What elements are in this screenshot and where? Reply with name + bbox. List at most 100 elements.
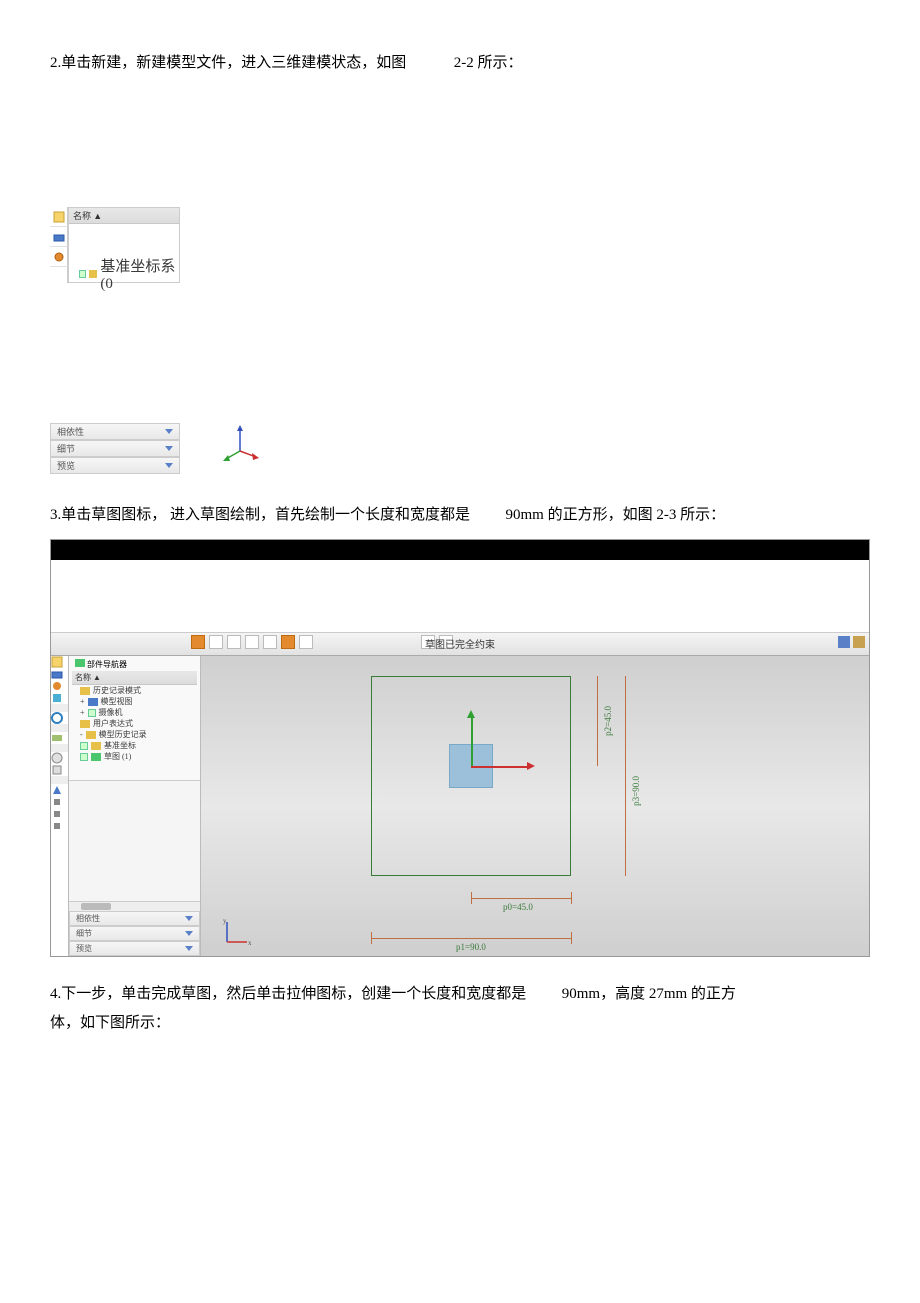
dim-p0-line [471, 898, 571, 899]
toolbar-icon-6[interactable] [281, 635, 295, 649]
cad-left-panel: 部件导航器 名称 ▲ 历史记录模式 + 模型视图 + 摄像机 用户表达式 - 模… [69, 656, 201, 956]
chevron-down-icon [185, 916, 193, 921]
cad-collapser-1[interactable]: 细节 [69, 926, 200, 941]
nav-icon [75, 659, 85, 667]
cadcol-icon-6[interactable] [51, 732, 68, 744]
panel2-row-0[interactable]: 相依性 [50, 423, 180, 440]
dim-p0-tick-l [471, 892, 472, 904]
cad-tree-header-label: 名称 ▲ [75, 672, 101, 683]
panel2: 相依性 细节 预览 [50, 423, 180, 474]
cad-tree-header[interactable]: 名称 ▲ [72, 671, 197, 685]
svg-text:y: y [223, 917, 227, 925]
cad-iconcol [51, 656, 69, 956]
panel1-item1-label: 基准坐标系 (0 [100, 255, 177, 293]
checkbox-icon [88, 709, 96, 717]
cad-left-hscroll-thumb[interactable] [81, 903, 111, 910]
coordsys-icon [91, 742, 101, 750]
panel1-iconstrip [50, 207, 68, 283]
cad-tree-user-expr[interactable]: 用户表达式 [72, 718, 197, 729]
view-icon [88, 698, 98, 706]
panel1-tree-header[interactable]: 名称 ▲ [69, 208, 179, 224]
toolbar-icon-5[interactable] [263, 635, 277, 649]
cad-left-hscroll[interactable] [69, 901, 200, 911]
cadcol-icon-9[interactable] [51, 784, 68, 796]
panel2-row-1[interactable]: 细节 [50, 440, 180, 457]
cad-screenshot: 草图已完全约束 [50, 539, 870, 957]
toolbar-icon-7[interactable] [299, 635, 313, 649]
cad-tree-coord-sys[interactable]: 基准坐标 [72, 740, 197, 751]
toolbar-icon-3[interactable] [227, 635, 241, 649]
chevron-down-icon [165, 446, 173, 451]
origin-y-axis [471, 716, 473, 766]
panel2-row-1-label: 细节 [57, 442, 75, 455]
dim-p3-text: p3=90.0 [631, 776, 641, 806]
toolbar-icon-4[interactable] [245, 635, 259, 649]
checkbox-icon [80, 753, 88, 761]
step4-text-b: 90mm，高度 27mm 的正方 [562, 986, 736, 1002]
cadcol-icon-11[interactable] [51, 808, 68, 820]
cadcol-icon-10[interactable] [51, 796, 68, 808]
step3-text-b: 90mm 的正方形，如图 2-3 所示： [506, 507, 726, 523]
checkbox-icon [80, 742, 88, 750]
cad-tree-model-view[interactable]: + 模型视图 [72, 696, 197, 707]
history-icon [80, 687, 90, 695]
cad-nav-title: 部件导航器 [87, 660, 127, 669]
cadcol-icon-2[interactable] [51, 668, 68, 680]
cad-collapser-2[interactable]: 预览 [69, 941, 200, 956]
panel1-item-1[interactable]: 基准坐标系 (0 [69, 254, 179, 294]
axis-3d-icon [220, 423, 260, 463]
step4-text-a: 4.下一步，单击完成草图，然后单击拉伸图标，创建一个长度和宽度都是 [50, 986, 526, 1002]
panel1-icon-2[interactable] [50, 227, 68, 247]
step2-text: 2.单击新建，新建模型文件，进入三维建模状态，如图 2-2 所示： [50, 50, 870, 77]
chevron-down-icon [165, 429, 173, 434]
canvas-axis-icon: x y [221, 916, 253, 948]
step4-text: 4.下一步，单击完成草图，然后单击拉伸图标，创建一个长度和宽度都是 90mm，高… [50, 981, 870, 1008]
expr-icon [80, 720, 90, 728]
dim-p0-tick-r [571, 892, 572, 904]
cadcol-icon-3[interactable] [51, 680, 68, 692]
dim-p2-line [597, 676, 598, 766]
panel1-icon-3[interactable] [50, 247, 68, 267]
step4-text-c: 体，如下图所示： [50, 1015, 170, 1031]
cadcol-icon-7[interactable] [51, 752, 68, 764]
panel2-row-0-label: 相依性 [57, 425, 84, 438]
cadcol-icon-8[interactable] [51, 764, 68, 776]
origin-y-arrow-icon [467, 710, 475, 718]
step4-text-line2: 体，如下图所示： [50, 1010, 870, 1037]
cad-tree-model-history[interactable]: - 模型历史记录 [72, 729, 197, 740]
dim-p1-text: p1=90.0 [456, 942, 486, 952]
chevron-down-icon [165, 463, 173, 468]
step2-text-a: 2.单击新建，新建模型文件，进入三维建模状态，如图 [50, 55, 406, 71]
step2-text-b: 2-2 所示： [454, 55, 523, 71]
toolbar-right-icon-1[interactable] [838, 636, 850, 648]
step3-text: 3.单击草图图标， 进入草图绘制，首先绘制一个长度和宽度都是 90mm 的正方形… [50, 502, 870, 529]
cadcol-icon-12[interactable] [51, 820, 68, 832]
cad-tree: 部件导航器 名称 ▲ 历史记录模式 + 模型视图 + 摄像机 用户表达式 - 模… [69, 656, 200, 781]
panel1-header-label: 名称 ▲ [73, 209, 102, 222]
dim-p1-line [371, 938, 571, 939]
toolbar-icon-2[interactable] [209, 635, 223, 649]
step3-text-a: 3.单击草图图标， 进入草图绘制，首先绘制一个长度和宽度都是 [50, 507, 470, 523]
dim-p1-tick-r [571, 932, 572, 944]
cadcol-sep2 [51, 724, 68, 732]
toolbar-icon-1[interactable] [191, 635, 205, 649]
cad-tree-camera[interactable]: + 摄像机 [72, 707, 197, 718]
panel2-row-2[interactable]: 预览 [50, 457, 180, 474]
panel1-icon-1[interactable] [50, 207, 68, 227]
dim-p3-line [625, 676, 626, 876]
cadcol-icon-4[interactable] [51, 692, 68, 704]
cadcol-sep [51, 704, 68, 712]
cadcol-icon-5[interactable] [51, 712, 68, 724]
cad-titlebar [51, 540, 869, 560]
cad-canvas[interactable]: p2=45.0 p3=90.0 p0=45.0 p1=90.0 [201, 656, 869, 956]
cad-tree-sketch[interactable]: 草图 (1) [72, 751, 197, 762]
cadcol-icon-1[interactable] [51, 656, 68, 668]
cad-status-text: 草图已完全约束 [425, 636, 495, 651]
toolbar-right-icon-2[interactable] [853, 636, 865, 648]
dim-p2-text: p2=45.0 [603, 706, 613, 736]
cad-tree-history-mode[interactable]: 历史记录模式 [72, 685, 197, 696]
cad-ribbon-area [51, 560, 869, 632]
svg-text:x: x [248, 939, 252, 947]
panel2-row-2-label: 预览 [57, 459, 75, 472]
cad-collapser-0[interactable]: 相依性 [69, 911, 200, 926]
